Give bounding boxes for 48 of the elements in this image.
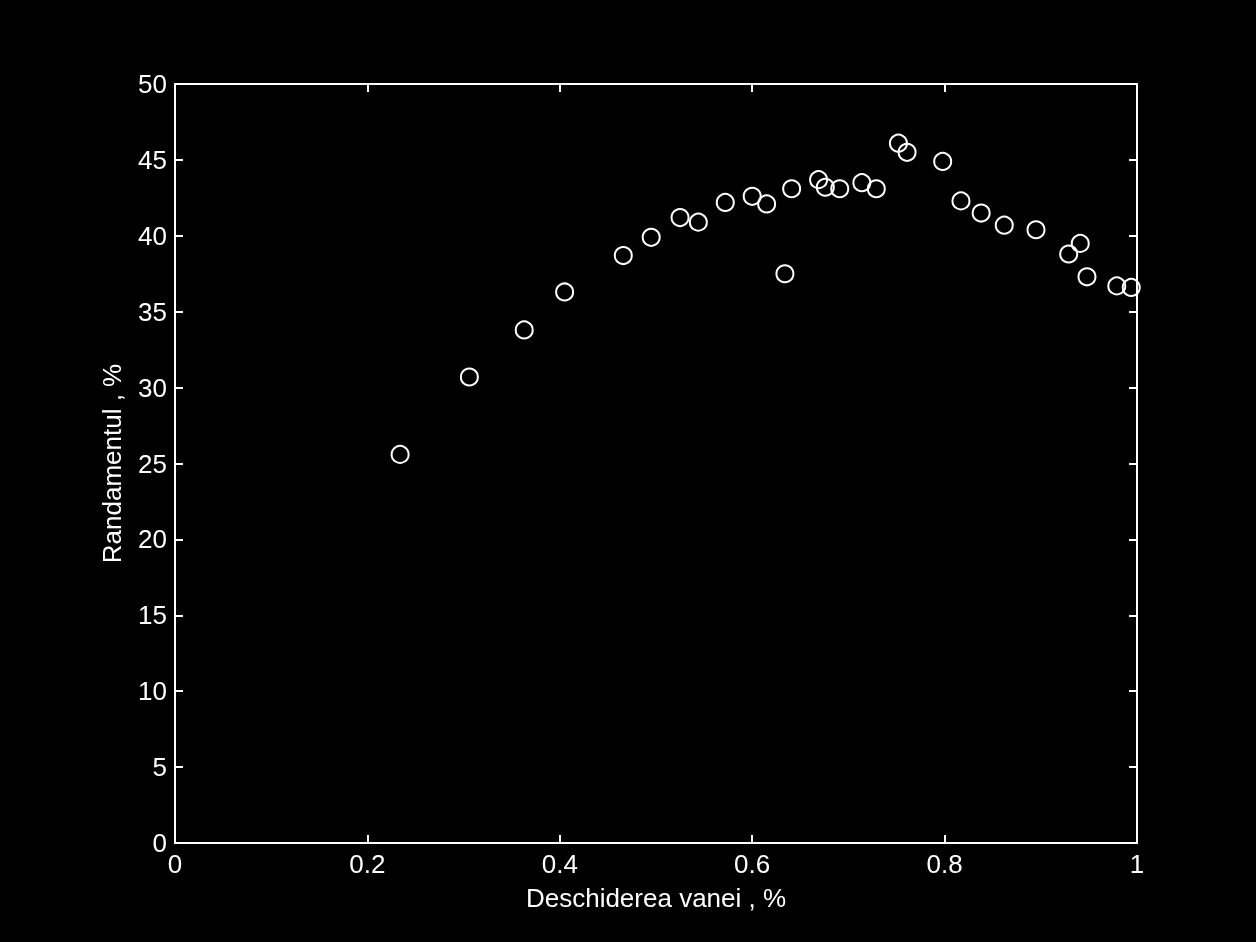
point <box>866 179 886 199</box>
x-tick-label: 0.2 <box>349 849 386 879</box>
point <box>555 282 575 302</box>
x-tick-label: 0.8 <box>926 849 963 879</box>
point <box>688 212 708 232</box>
y-tick-label: 30 <box>138 372 167 403</box>
x-tick-label: 0.6 <box>734 849 771 879</box>
y-tick-label: 25 <box>138 448 167 479</box>
y-axis-title: Randamentul , % <box>97 363 127 564</box>
point <box>951 191 971 211</box>
point <box>809 170 829 190</box>
point <box>757 194 777 214</box>
point <box>742 186 762 206</box>
y-tick-label: 45 <box>138 144 167 175</box>
point <box>390 444 410 464</box>
point <box>514 320 534 340</box>
point <box>1026 220 1046 240</box>
point <box>782 179 802 199</box>
y-tick-label: 40 <box>138 220 167 251</box>
y-tick-label: 20 <box>138 524 167 555</box>
point <box>1077 267 1097 287</box>
x-tick-label: 1 <box>1129 849 1145 879</box>
point <box>994 215 1014 235</box>
x-tick-label: 0.4 <box>541 849 578 879</box>
point <box>459 367 479 387</box>
point <box>715 192 735 212</box>
point <box>852 173 872 193</box>
point <box>971 203 991 223</box>
point <box>888 133 908 153</box>
point <box>815 177 835 197</box>
y-tick-label: 0 <box>152 828 167 858</box>
point <box>830 179 850 199</box>
point <box>1059 244 1079 264</box>
point <box>613 246 633 266</box>
point <box>775 264 795 284</box>
y-tick-label: 35 <box>138 296 167 327</box>
point <box>1121 277 1141 297</box>
point <box>933 151 953 171</box>
point <box>670 208 690 228</box>
y-tick-label: 5 <box>152 752 167 783</box>
point <box>1107 276 1127 296</box>
y-tick-label: 15 <box>138 600 167 631</box>
y-tick-label: 10 <box>138 676 167 707</box>
point <box>641 227 661 247</box>
x-axis-title: Deschiderea vanei , % <box>525 883 787 913</box>
point <box>897 142 917 162</box>
y-tick-label: 50 <box>138 69 167 99</box>
point <box>1070 233 1090 253</box>
